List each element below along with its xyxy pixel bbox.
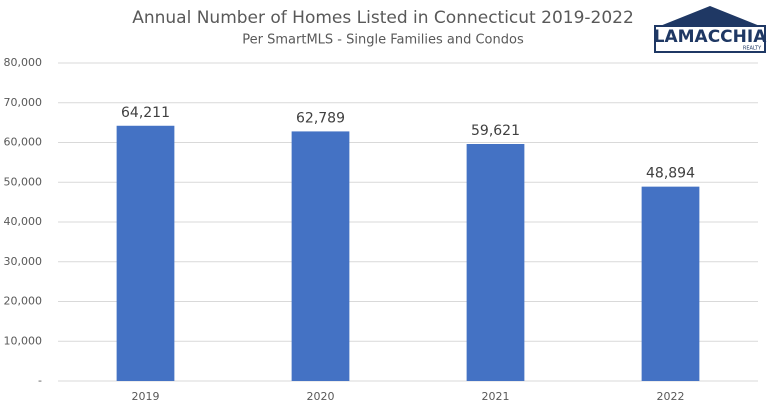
x-tick-label: 2021 <box>482 390 510 403</box>
y-tick-label: - <box>38 374 42 387</box>
bar <box>641 186 700 381</box>
y-tick-label: 40,000 <box>4 215 43 228</box>
chart-subtitle: Per SmartMLS - Single Families and Condo… <box>242 33 524 48</box>
value-label: 62,789 <box>296 110 345 126</box>
logo-roof <box>655 6 765 28</box>
logo-box <box>654 25 766 53</box>
bar <box>466 144 525 381</box>
y-tick-label: 30,000 <box>4 255 43 268</box>
value-label: 59,621 <box>471 123 520 139</box>
value-label: 64,211 <box>121 105 170 121</box>
logo-name: LAMACCHIA <box>654 27 768 47</box>
y-tick-label: 80,000 <box>4 56 43 69</box>
logo-tagline: REALTY <box>743 46 762 52</box>
bar <box>291 131 350 381</box>
x-tick-label: 2022 <box>657 390 685 403</box>
x-tick-label: 2019 <box>132 390 160 403</box>
chart-title: Annual Number of Homes Listed in Connect… <box>132 8 634 28</box>
bar <box>116 125 175 381</box>
y-tick-label: 20,000 <box>4 295 43 308</box>
y-tick-label: 70,000 <box>4 96 43 109</box>
y-tick-label: 60,000 <box>4 136 43 149</box>
logo: LAMACCHIA REALTY <box>654 6 768 53</box>
y-tick-label: 10,000 <box>4 334 43 347</box>
value-label: 48,894 <box>646 166 695 182</box>
y-tick-label: 50,000 <box>4 175 43 188</box>
x-tick-label: 2020 <box>307 390 335 403</box>
